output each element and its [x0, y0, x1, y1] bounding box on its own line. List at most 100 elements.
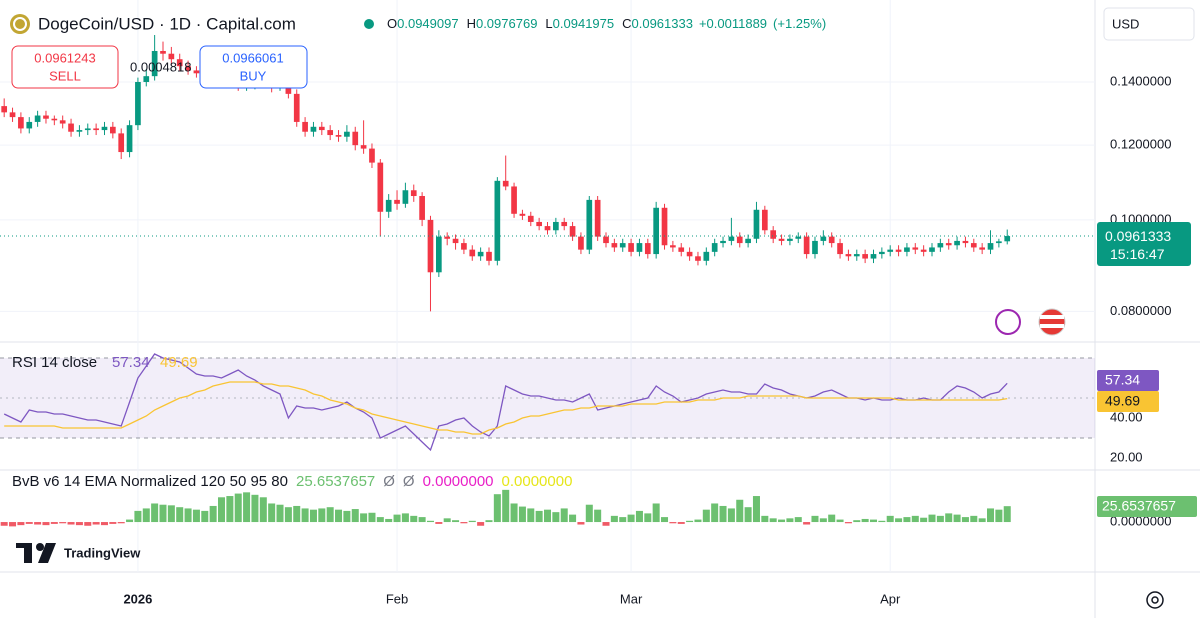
histogram-bar [878, 520, 886, 523]
buy-button[interactable] [199, 45, 308, 89]
histogram-bar [293, 505, 301, 523]
brand-logo: TradingView [64, 545, 141, 560]
candle-body [661, 207, 668, 246]
y-tick-label: 0.0000000 [1110, 513, 1171, 528]
rsi-value: 57.34 [112, 354, 150, 371]
settings-button[interactable] [1146, 591, 1164, 609]
candle-body [895, 249, 902, 252]
last-price-badge [1097, 222, 1191, 267]
currency-button[interactable] [1103, 7, 1195, 41]
flag-icon[interactable] [1038, 308, 1066, 336]
histogram-bar [142, 508, 150, 523]
candle-body [344, 131, 350, 137]
candle-body [110, 126, 116, 134]
candle-body [469, 249, 476, 257]
histogram-bar [694, 519, 702, 523]
candle-body [34, 115, 41, 122]
bvb-extra: 0.0000000 [423, 473, 494, 490]
histogram-bar [987, 508, 995, 523]
x-tick-label: Mar [620, 591, 643, 606]
histogram-bar [886, 515, 894, 523]
candle-body [912, 247, 919, 250]
ohlc-legend: O0.0949097 H0.0976769 L0.0941975 C0.0961333… [387, 16, 826, 31]
histogram-bar [452, 520, 460, 523]
histogram-bar [560, 508, 568, 523]
sell-label[interactable]: SELL [49, 68, 81, 83]
candle-body [945, 243, 952, 246]
candle-body [887, 249, 894, 252]
histogram-bar [752, 496, 760, 523]
histogram-bar [9, 522, 17, 527]
change: +0.0011889 [699, 16, 767, 31]
bvb-extra: Ø [383, 473, 395, 490]
histogram-bar [1003, 506, 1011, 523]
histogram-bar [769, 518, 777, 523]
histogram-bar [167, 505, 175, 523]
histogram-bar [234, 493, 242, 523]
histogram-bar [126, 519, 134, 523]
market-status [364, 19, 374, 29]
candle-body [151, 50, 158, 77]
histogram-bar [585, 504, 593, 523]
candle-body [101, 126, 108, 131]
candle-body [853, 254, 860, 257]
histogram-bar [401, 513, 409, 523]
histogram-bar [535, 510, 543, 523]
spark-icon[interactable] [995, 309, 1021, 335]
logo-mark [38, 543, 56, 563]
ohlc-value: 0.0949097 [397, 16, 458, 31]
candle-body [76, 130, 83, 132]
histogram-bar [644, 513, 652, 523]
histogram-bar [970, 515, 978, 523]
candle-body [553, 221, 559, 231]
candle-body [795, 236, 802, 239]
histogram-bar [736, 499, 744, 523]
buy-price[interactable]: 0.0966061 [222, 50, 283, 65]
candle-body [9, 112, 16, 118]
histogram-bar [903, 517, 911, 523]
candle-body [59, 120, 66, 124]
ohlc-key: C [622, 16, 631, 31]
candle-body [711, 243, 718, 252]
last-price-label: 0.0961333 [1105, 228, 1171, 244]
candle-body [561, 221, 568, 227]
candle-body [43, 115, 49, 119]
y-tick-label: 20.00 [1110, 449, 1143, 464]
candle-body [770, 230, 777, 239]
candle-body [427, 219, 434, 273]
bvb-value: 25.6537657 [296, 473, 375, 490]
candle-body [26, 121, 33, 129]
candle-body [879, 251, 885, 255]
rsi-line [3, 353, 1008, 452]
histogram-bar [335, 509, 343, 523]
logo-mark [24, 543, 32, 563]
histogram-bar [936, 515, 944, 523]
currency-label[interactable]: USD [1112, 16, 1139, 31]
x-tick-label: Feb [386, 591, 408, 606]
histogram-bar [844, 522, 852, 524]
histogram-bar [502, 489, 510, 523]
histogram-bar [301, 508, 309, 523]
histogram-bar [861, 518, 869, 523]
histogram-bar [527, 508, 535, 523]
histogram-bar [727, 508, 735, 523]
candle-body [1004, 236, 1011, 242]
candle-body [736, 236, 743, 244]
histogram-bar [443, 518, 451, 523]
coin-icon-inner [13, 17, 27, 31]
candle-body [578, 236, 584, 250]
candle-body [68, 123, 74, 132]
buy-label[interactable]: BUY [240, 68, 267, 83]
histogram-bar [602, 522, 610, 526]
candle-body [787, 238, 793, 241]
candle-body [594, 199, 601, 237]
candle-body [126, 125, 133, 153]
sell-button[interactable] [11, 45, 119, 89]
histogram-bar [368, 512, 376, 523]
sell-price[interactable]: 0.0961243 [34, 50, 95, 65]
histogram-bar [17, 522, 25, 526]
histogram-bar [151, 503, 159, 523]
histogram-bar [761, 515, 769, 523]
histogram-bar [836, 519, 844, 523]
histogram-bar [635, 510, 643, 523]
